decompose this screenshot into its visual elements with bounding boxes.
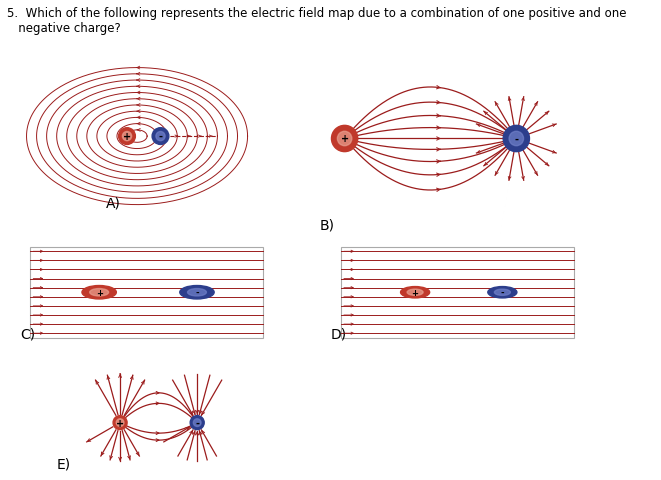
Text: +: +	[340, 134, 348, 144]
Text: -: -	[195, 418, 199, 428]
Text: -: -	[159, 132, 163, 142]
Text: -: -	[500, 288, 504, 297]
Bar	[341, 247, 574, 338]
Text: negative charge?: negative charge?	[7, 22, 120, 35]
Text: +: +	[96, 288, 102, 297]
Circle shape	[116, 419, 124, 427]
Text: D): D)	[330, 327, 346, 341]
Circle shape	[190, 416, 204, 430]
Text: +: +	[123, 132, 131, 142]
Circle shape	[90, 289, 108, 296]
Text: C): C)	[20, 327, 35, 341]
Circle shape	[156, 132, 165, 142]
Text: E): E)	[57, 456, 71, 470]
Text: A): A)	[106, 196, 121, 210]
Circle shape	[509, 132, 524, 146]
Text: B): B)	[319, 218, 334, 232]
Circle shape	[407, 289, 423, 296]
Circle shape	[337, 132, 352, 146]
Text: +: +	[412, 288, 418, 297]
Circle shape	[113, 416, 127, 430]
Text: -: -	[514, 134, 518, 144]
Circle shape	[122, 132, 132, 142]
Circle shape	[118, 129, 136, 145]
Circle shape	[180, 286, 214, 300]
Circle shape	[401, 287, 430, 298]
Text: +: +	[116, 418, 124, 428]
Circle shape	[503, 126, 529, 152]
Bar	[30, 247, 263, 338]
Circle shape	[494, 289, 510, 296]
Text: -: -	[195, 288, 199, 297]
Text: 5.  Which of the following represents the electric field map due to a combinatio: 5. Which of the following represents the…	[7, 7, 626, 20]
Circle shape	[488, 287, 517, 298]
Circle shape	[331, 126, 358, 152]
Circle shape	[152, 129, 169, 145]
Circle shape	[193, 419, 201, 427]
Circle shape	[82, 286, 116, 300]
Circle shape	[188, 289, 206, 296]
